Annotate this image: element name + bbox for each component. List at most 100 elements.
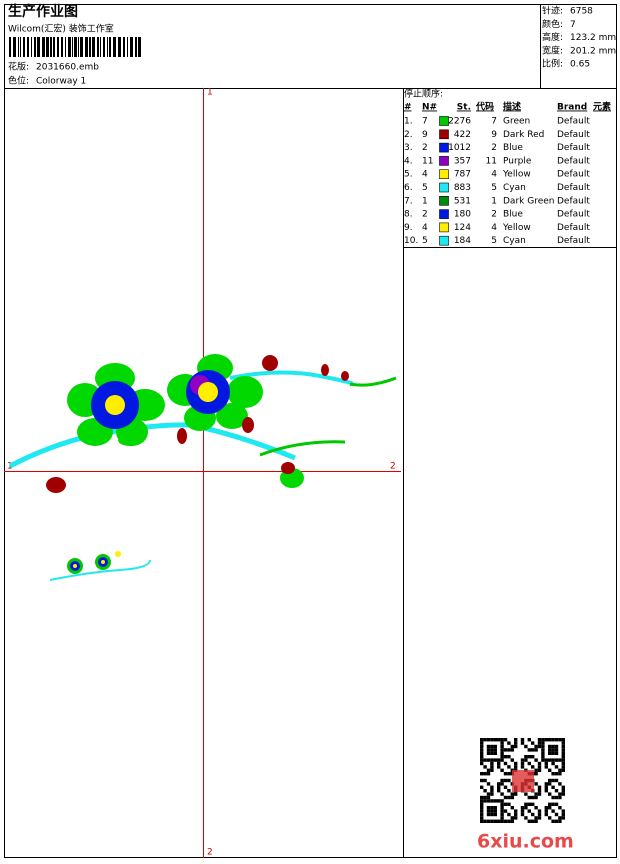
row-code: 5 xyxy=(491,183,497,193)
qr-module xyxy=(544,782,548,786)
qr-module xyxy=(486,799,491,803)
qr-module xyxy=(493,806,497,810)
qr-module xyxy=(520,809,525,813)
qr-module xyxy=(497,789,501,793)
qr-module xyxy=(480,748,484,752)
qr-module xyxy=(551,809,555,813)
qr-module xyxy=(548,744,552,749)
qr-module xyxy=(480,761,484,766)
qr-module xyxy=(531,795,535,800)
qr-module xyxy=(544,789,548,793)
qr-module xyxy=(497,765,501,769)
qr-module xyxy=(510,748,514,752)
qr-module xyxy=(507,755,511,759)
qr-module xyxy=(490,748,494,752)
row-index: 4. xyxy=(404,156,413,166)
color-swatch xyxy=(439,209,449,219)
bar-stripe xyxy=(68,37,71,57)
bar-stripe xyxy=(23,37,25,57)
color-swatch xyxy=(439,156,449,166)
qr-module xyxy=(531,765,535,769)
bar-stripe xyxy=(123,37,125,57)
qr-module xyxy=(493,744,497,749)
bar-stripe xyxy=(135,37,137,57)
row-needle: 2 xyxy=(422,210,428,220)
qr-module xyxy=(503,809,508,813)
qr-module xyxy=(520,761,525,766)
bar-stripe xyxy=(72,37,73,57)
qr-module xyxy=(524,755,528,759)
qr-module xyxy=(561,768,565,772)
row-description: Blue xyxy=(503,210,523,220)
row-code: 7 xyxy=(491,117,497,127)
qr-module xyxy=(490,809,494,813)
qr-module xyxy=(554,778,559,783)
qr-module xyxy=(497,782,501,786)
qr-module xyxy=(534,816,538,820)
bar-stripe xyxy=(9,37,11,57)
qr-module xyxy=(554,751,559,755)
row-index: 1. xyxy=(404,117,413,127)
stat-label: 针迹: xyxy=(542,5,563,17)
qr-module xyxy=(541,744,545,749)
qr-module xyxy=(548,802,552,806)
qr-module xyxy=(483,738,487,742)
row-stitches: 787 xyxy=(454,170,471,180)
qr-module xyxy=(500,809,504,813)
qr-module xyxy=(554,772,559,776)
qr-module xyxy=(551,738,555,742)
qr-module xyxy=(531,741,535,745)
qr-module xyxy=(554,812,559,817)
qr-module xyxy=(480,812,484,817)
qr-module xyxy=(507,778,511,783)
axis-label: 1 xyxy=(207,88,213,98)
row-index: 2. xyxy=(404,130,413,140)
row-brand: Default xyxy=(557,183,590,193)
bar-stripe xyxy=(100,37,101,57)
bar-stripe xyxy=(74,37,77,57)
column-header: # xyxy=(404,103,412,113)
qr-module xyxy=(500,748,504,752)
qr-module xyxy=(483,772,487,776)
qr-module xyxy=(537,792,542,796)
qr-module xyxy=(558,758,562,762)
row-code: 2 xyxy=(491,143,497,153)
qr-module xyxy=(561,751,565,755)
qr-module xyxy=(503,802,508,806)
qr-module xyxy=(497,819,501,823)
qr-module xyxy=(537,744,542,749)
qr-module xyxy=(490,789,494,793)
qr-module xyxy=(480,802,484,806)
qr-module xyxy=(524,802,528,806)
qr-module xyxy=(551,819,555,823)
row-code: 4 xyxy=(491,170,497,180)
qr-module xyxy=(510,758,514,762)
qr-module xyxy=(486,809,491,813)
qr-module xyxy=(510,795,514,800)
qr-module xyxy=(500,819,504,823)
qr-module xyxy=(561,758,565,762)
qr-module xyxy=(524,758,528,762)
watermark: 6xiu.com xyxy=(477,831,574,853)
stat-value: 7 xyxy=(570,20,576,30)
colorway-value: Colorway 1 xyxy=(36,77,86,87)
qr-module xyxy=(480,758,484,762)
qr-module xyxy=(531,812,535,817)
seal xyxy=(512,770,534,792)
title: 生产作业图 xyxy=(8,3,78,20)
row-brand: Default xyxy=(557,117,590,127)
qr-module xyxy=(490,758,494,762)
qr-module xyxy=(548,768,552,772)
qr-module xyxy=(493,758,497,762)
bar-stripe xyxy=(65,37,66,57)
column-header: Brand xyxy=(557,103,587,113)
bar-stripe xyxy=(138,37,141,57)
qr-module xyxy=(503,819,508,823)
bar-stripe xyxy=(78,37,79,57)
qr-module xyxy=(503,748,508,752)
qr-module xyxy=(503,738,508,742)
qr-module xyxy=(548,782,552,786)
qr-module xyxy=(483,795,487,800)
qr-module xyxy=(548,816,552,820)
qr-module xyxy=(520,741,525,745)
